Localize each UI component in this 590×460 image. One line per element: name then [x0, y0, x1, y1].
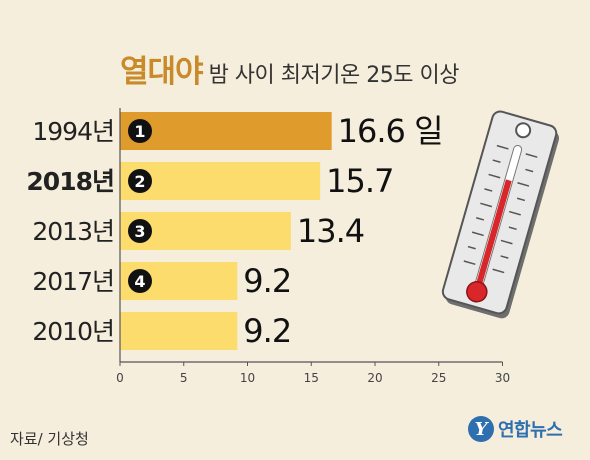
rank-badge-number: 2	[134, 172, 145, 191]
category-label: 1994년	[32, 117, 114, 146]
x-tick-label: 25	[431, 371, 446, 385]
x-tick-label: 15	[304, 371, 319, 385]
x-tick-label: 20	[367, 371, 382, 385]
rank-badge	[128, 169, 152, 193]
value-label: 9.2	[243, 262, 291, 300]
rank-badge	[128, 119, 152, 143]
bar	[120, 312, 238, 350]
category-label: 2013년	[32, 217, 114, 246]
rank-badge-number: 4	[134, 272, 145, 291]
x-tick-label: 10	[240, 371, 255, 385]
logo-mark-icon: Y	[468, 416, 494, 442]
x-tick-label: 0	[116, 371, 124, 385]
category-label: 2017년	[32, 267, 114, 296]
source-note: 자료/ 기상청	[10, 430, 89, 448]
rank-badge-number: 1	[134, 122, 145, 141]
category-label: 2018년	[26, 167, 114, 196]
logo-text: 연합뉴스	[498, 420, 563, 441]
yonhap-logo: Y 연합뉴스	[468, 416, 563, 442]
rank-badge	[128, 219, 152, 243]
x-tick-label: 5	[180, 371, 188, 385]
rank-badge	[128, 269, 152, 293]
chart-title: 열대야 밤 사이 최저기온 25도 이상	[120, 46, 459, 91]
title-main: 열대야	[120, 54, 204, 90]
value-label: 16.6 일	[338, 112, 443, 150]
category-label: 2010년	[32, 317, 114, 346]
rank-badge-number: 3	[134, 222, 145, 241]
value-label: 9.2	[243, 312, 291, 350]
bar	[120, 112, 332, 150]
value-label: 13.4	[297, 212, 364, 250]
thermometer-icon	[441, 110, 560, 319]
title-sub: 밤 사이 최저기온 25도 이상	[208, 63, 460, 88]
value-label: 15.7	[326, 162, 393, 200]
bar	[120, 162, 321, 200]
x-tick-label: 30	[495, 371, 510, 385]
